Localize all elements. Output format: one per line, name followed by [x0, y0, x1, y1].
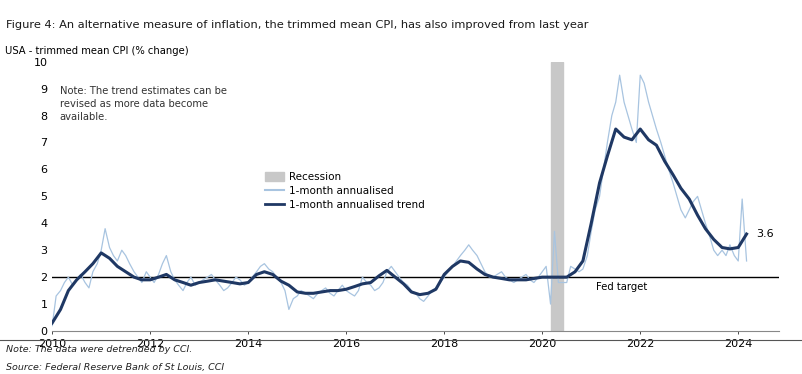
Text: Note: The data were detrended by CCI.: Note: The data were detrended by CCI. [6, 345, 192, 354]
Text: Note: The trend estimates can be
revised as more data become
available.: Note: The trend estimates can be revised… [59, 86, 226, 122]
Text: Source: Federal Reserve Bank of St Louis, CCI: Source: Federal Reserve Bank of St Louis… [6, 364, 225, 373]
Text: Fed target: Fed target [595, 282, 646, 292]
Bar [550, 62, 562, 331]
Legend: Recession, 1-month annualised, 1-month annualised trend: Recession, 1-month annualised, 1-month a… [261, 168, 428, 214]
Text: Figure 4: An alternative measure of inflation, the trimmed mean CPI, has also im: Figure 4: An alternative measure of infl… [6, 20, 588, 30]
Text: USA - trimmed mean CPI (% change): USA - trimmed mean CPI (% change) [5, 46, 188, 56]
Text: 3.6: 3.6 [755, 229, 773, 239]
